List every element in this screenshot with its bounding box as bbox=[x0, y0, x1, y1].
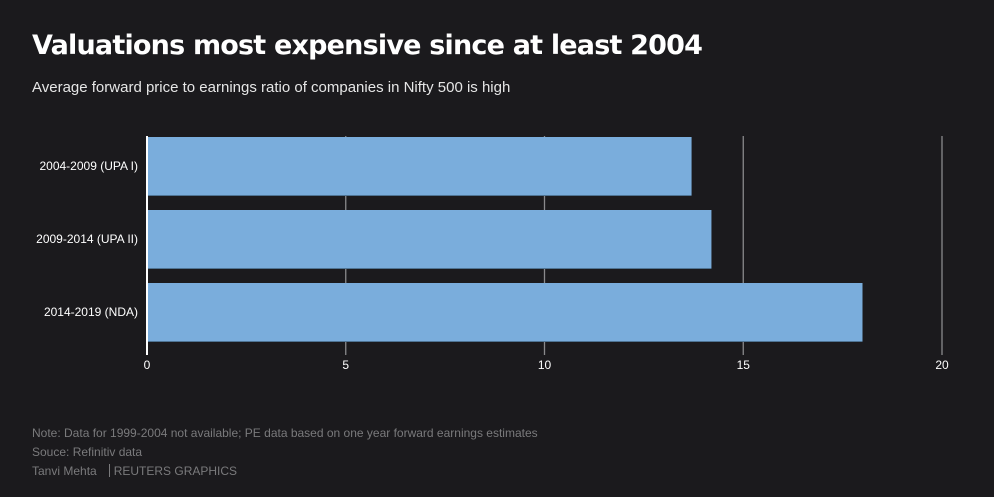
bar-chart: 2004-2009 (UPA I) 2009-2014 (UPA II) 2014-… bbox=[36, 136, 949, 372]
category-label: 2004-2009 (UPA I) bbox=[39, 159, 138, 173]
category-labels: 2004-2009 (UPA I) 2009-2014 (UPA II) 2014-… bbox=[36, 159, 138, 319]
x-tick-label: 0 bbox=[144, 358, 151, 372]
credit-divider bbox=[108, 464, 110, 477]
author: Tanvi Mehta bbox=[32, 464, 97, 478]
x-tick-label: 15 bbox=[737, 358, 751, 372]
publisher: REUTERS GRAPHICS bbox=[113, 464, 238, 478]
x-tick-labels: 0 5 10 15 20 bbox=[144, 358, 949, 372]
x-tick-label: 20 bbox=[935, 358, 949, 372]
x-tick-label: 5 bbox=[342, 358, 349, 372]
chart-subtitle: Average forward price to earnings ratio … bbox=[32, 79, 511, 96]
bar bbox=[147, 137, 692, 195]
bars bbox=[147, 137, 863, 342]
credit-line: Tanvi Mehta REUTERS GRAPHICS bbox=[32, 464, 237, 478]
footnote: Note: Data for 1999-2004 not available; … bbox=[32, 426, 538, 440]
bar bbox=[147, 210, 712, 268]
category-label: 2014-2019 (NDA) bbox=[44, 305, 138, 319]
bar bbox=[147, 283, 863, 341]
category-label: 2009-2014 (UPA II) bbox=[36, 232, 138, 246]
source-note: Souce: Refinitiv data bbox=[32, 445, 143, 459]
chart-title: Valuations most expensive since at least… bbox=[32, 30, 703, 61]
x-tick-label: 10 bbox=[538, 358, 552, 372]
